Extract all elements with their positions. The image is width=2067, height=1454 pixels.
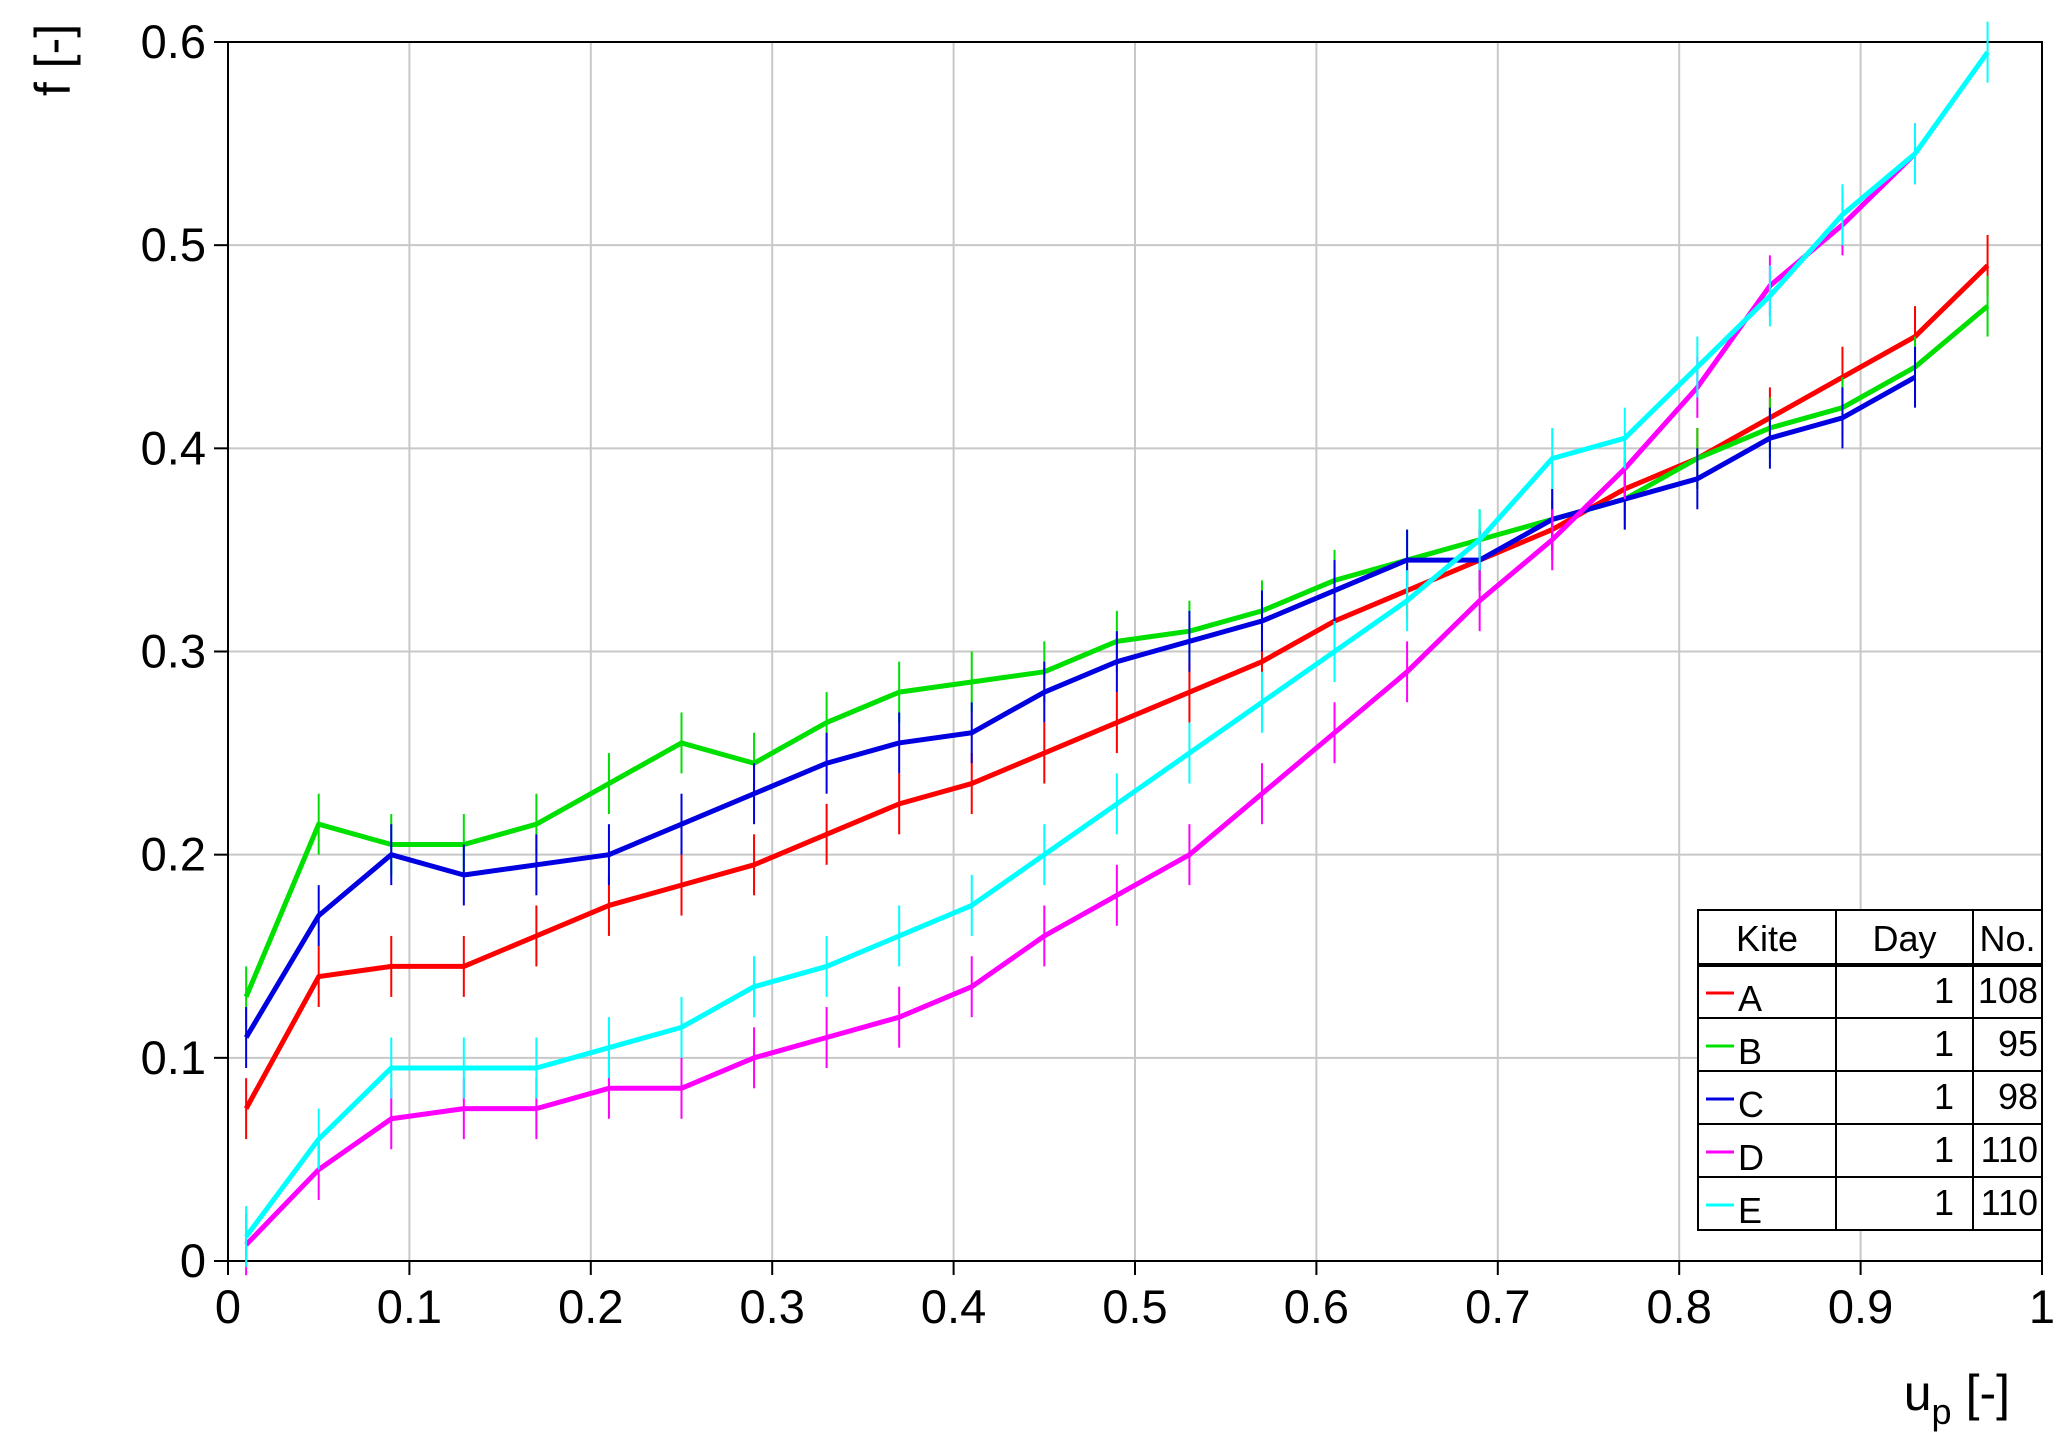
x-label-main: u — [1904, 1365, 1932, 1421]
x-tick-label: 0 — [215, 1280, 241, 1333]
x-tick-label: 0.9 — [1828, 1280, 1893, 1333]
x-tick-label: 0.8 — [1647, 1280, 1712, 1333]
x-tick-label: 0.5 — [1102, 1280, 1167, 1333]
legend-day: 1 — [1934, 1023, 1954, 1064]
x-tick-label: 0.4 — [921, 1280, 986, 1333]
x-label-unit: [-] — [1966, 1365, 2010, 1421]
legend-header: Kite — [1736, 918, 1798, 959]
series-line — [244, 50, 1990, 1239]
legend-count: 95 — [1998, 1023, 2038, 1064]
y-axis-label: f [-] — [25, 24, 81, 96]
legend-count: 110 — [1981, 1182, 2038, 1223]
x-tick-label: 0.3 — [740, 1280, 805, 1333]
series-line — [243, 375, 1917, 1039]
legend-day: 1 — [1934, 970, 1954, 1011]
legend-header: No. — [1979, 918, 2035, 959]
y-tick-label: 0 — [180, 1234, 206, 1287]
legend-count: 108 — [1978, 970, 2038, 1011]
y-tick-label: 0.1 — [141, 1031, 206, 1084]
x-tick-label: 0.6 — [1284, 1280, 1349, 1333]
plot-frame — [227, 41, 2043, 1262]
y-tick-label: 0.3 — [141, 625, 206, 678]
legend-label: B — [1738, 1031, 1762, 1072]
x-tick-label: 1 — [2029, 1280, 2055, 1333]
legend-label: E — [1738, 1190, 1762, 1231]
legend-label: A — [1738, 978, 1762, 1019]
y-tick-label: 0.2 — [141, 828, 206, 881]
x-axis-label: up [-] — [1904, 1365, 2010, 1432]
series-line — [244, 151, 1917, 1247]
x-tick-label: 0.7 — [1465, 1280, 1530, 1333]
y-tick-label: 0.6 — [141, 15, 206, 68]
x-tick-label: 0.2 — [558, 1280, 623, 1333]
x-label-sub: p — [1932, 1391, 1952, 1432]
y-tick-label: 0.5 — [141, 218, 206, 271]
legend-day: 1 — [1934, 1182, 1954, 1223]
series — [244, 21, 1990, 1268]
series — [244, 123, 1917, 1276]
x-tick-label: 0.1 — [377, 1280, 442, 1333]
legend: Kite Day No. A 1 108 B 1 95 C 1 98 D 1 110 E 1 110 — [1697, 909, 2043, 1231]
legend-day: 1 — [1934, 1129, 1954, 1170]
legend-label: C — [1738, 1084, 1764, 1125]
legend-label: D — [1738, 1137, 1764, 1178]
legend-day: 1 — [1934, 1076, 1954, 1117]
series — [243, 346, 1917, 1068]
legend-count: 98 — [1998, 1076, 2038, 1117]
legend-header: Day — [1872, 918, 1936, 959]
legend-count: 110 — [1981, 1129, 2038, 1170]
y-tick-label: 0.4 — [141, 421, 206, 474]
